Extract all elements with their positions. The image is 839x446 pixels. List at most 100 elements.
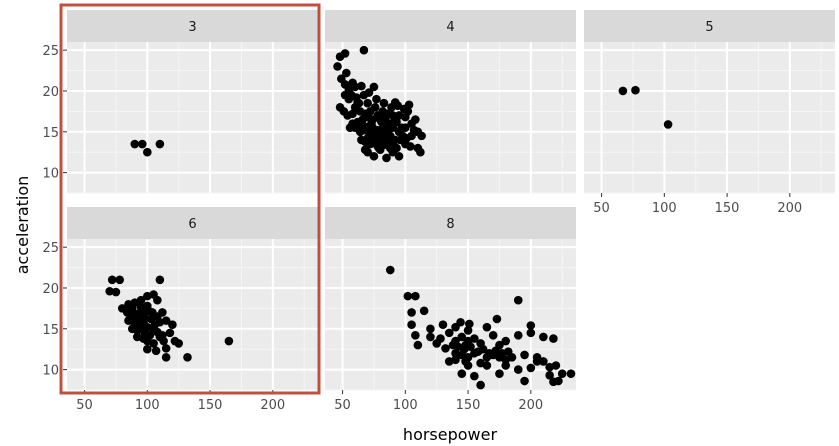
data-point: [463, 361, 473, 370]
data-point: [131, 318, 141, 328]
panel-points: [130, 139, 165, 157]
data-point: [463, 326, 473, 335]
data-point: [155, 275, 165, 285]
y-tick-label: 15: [42, 126, 59, 141]
data-point: [539, 357, 548, 366]
highlight-frame: [59, 3, 321, 395]
data-point: [416, 147, 425, 157]
data-point: [385, 265, 395, 275]
panel-grid: [67, 42, 318, 194]
y-tick-label: 10: [42, 167, 59, 182]
data-point: [441, 344, 450, 353]
data-point: [551, 361, 561, 370]
panel-points: [385, 265, 576, 390]
x-tick-label: 150: [715, 201, 740, 216]
panel-background: [584, 42, 835, 193]
data-point: [482, 361, 492, 370]
data-point: [138, 139, 147, 149]
data-point: [557, 369, 567, 378]
data-point: [174, 339, 183, 348]
data-point: [151, 346, 161, 356]
data-point: [456, 317, 465, 327]
data-point: [354, 98, 364, 108]
data-point: [360, 145, 370, 155]
x-tick-label: 150: [456, 398, 481, 413]
facet-strip-label: 8: [446, 217, 454, 232]
data-point: [426, 332, 435, 342]
data-point: [367, 119, 376, 128]
data-point: [143, 147, 152, 157]
data-point: [501, 336, 511, 346]
data-point: [492, 314, 502, 324]
data-point: [224, 336, 234, 346]
data-point: [549, 334, 558, 343]
data-point: [426, 324, 435, 334]
data-point: [333, 62, 342, 71]
data-point: [413, 340, 423, 350]
data-point: [470, 334, 479, 343]
facet-strip: [325, 207, 576, 239]
y-axis: 10 15 20 25 10 15 20 25: [42, 44, 67, 379]
data-point: [470, 348, 479, 358]
data-point: [401, 123, 410, 133]
data-point: [663, 120, 673, 129]
data-point: [369, 151, 379, 161]
data-point: [539, 332, 548, 342]
data-point: [144, 306, 153, 316]
data-point: [411, 331, 420, 340]
data-point: [168, 320, 177, 330]
data-point: [451, 355, 460, 365]
facet-panel-5: 5 50 100 150 200: [584, 10, 835, 216]
data-point: [554, 376, 563, 386]
panel-background: [67, 239, 318, 390]
data-point: [340, 49, 350, 58]
data-point: [105, 286, 114, 296]
data-point: [513, 365, 523, 374]
data-point: [403, 291, 413, 301]
data-point: [340, 80, 350, 89]
data-point: [526, 363, 536, 373]
x-axis-title: horsepower: [403, 425, 498, 444]
y-tick-label: 20: [42, 282, 59, 297]
data-point: [165, 328, 175, 338]
data-point: [566, 369, 576, 378]
data-point: [359, 45, 369, 55]
data-point: [374, 143, 384, 153]
y-tick-label: 15: [42, 323, 59, 338]
data-point: [501, 361, 511, 370]
panels-layer: 3 4 5 50 100 150 200 6 50 100 150 200 8 50 100 150 200: [59, 3, 835, 413]
data-point: [370, 102, 380, 112]
data-point: [444, 328, 454, 338]
facet-strip: [325, 10, 576, 42]
data-point: [513, 331, 523, 340]
facet-strip-label: 6: [188, 217, 196, 232]
panel-points: [333, 45, 426, 163]
x-tick-label: 200: [260, 398, 285, 413]
facet-panel-3: 3: [67, 10, 318, 194]
data-point: [407, 308, 416, 317]
data-point: [364, 88, 374, 97]
data-point: [482, 322, 492, 332]
x-tick-label: 200: [518, 398, 543, 413]
data-point: [107, 275, 117, 285]
data-point: [532, 357, 542, 366]
data-point: [520, 376, 529, 386]
data-point: [149, 339, 158, 348]
x-tick-label: 200: [777, 201, 802, 216]
facet-strip: [67, 207, 318, 239]
data-point: [115, 275, 125, 285]
data-point: [372, 94, 381, 104]
data-point: [520, 350, 529, 360]
data-point: [438, 320, 448, 330]
facet-strip-label: 4: [446, 20, 454, 35]
facet-strip-label: 5: [705, 20, 713, 35]
data-point: [143, 344, 152, 354]
facet-panel-6: 6 50 100 150 200: [67, 207, 318, 413]
data-point: [407, 320, 416, 330]
data-point: [526, 328, 536, 338]
data-point: [183, 353, 192, 362]
data-point: [526, 321, 536, 330]
data-point: [342, 68, 351, 78]
data-point: [363, 98, 372, 108]
data-point: [465, 319, 474, 329]
